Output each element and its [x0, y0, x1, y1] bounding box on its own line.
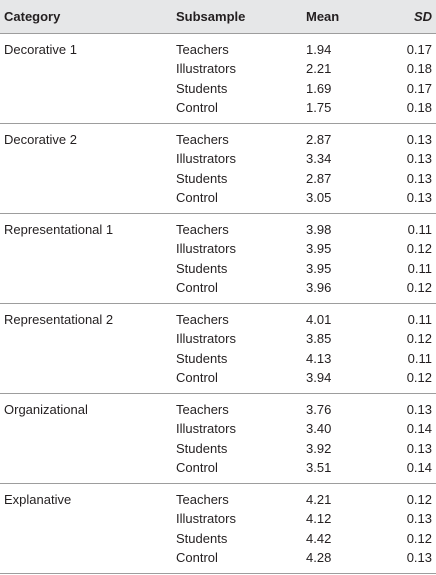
sd: 0.12: [406, 331, 432, 347]
mean: 4.12: [306, 511, 332, 527]
subsample: Illustrators: [176, 511, 236, 527]
mean: 2.87: [306, 170, 332, 186]
subsample: Students: [176, 80, 228, 96]
category: Organizational: [4, 402, 88, 417]
mean: 4.42: [306, 530, 332, 546]
sd: 0.12: [406, 530, 432, 546]
category: Representational 2: [4, 312, 114, 327]
mean: 3.51: [306, 459, 332, 475]
subsample: Students: [176, 440, 228, 456]
subsample: Illustrators: [176, 241, 236, 257]
subsample: Teachers: [176, 132, 229, 147]
sd: 0.13: [406, 511, 432, 527]
subsample: Teachers: [176, 222, 229, 237]
mean: 3.95: [306, 241, 332, 257]
category: Representational 1: [4, 222, 114, 237]
subsample: Illustrators: [176, 151, 236, 167]
sd: 0.17: [406, 42, 432, 57]
sd: 0.13: [406, 132, 432, 147]
subsample: Control: [176, 459, 218, 475]
subsample: Teachers: [176, 492, 229, 507]
mean: 3.34: [306, 151, 332, 167]
header-cell: Category: [4, 9, 61, 24]
subsample: Students: [176, 170, 228, 186]
mean: 3.05: [306, 189, 332, 205]
mean: 1.94: [306, 42, 332, 57]
mean: 3.98: [306, 222, 332, 237]
mean: 2.21: [306, 61, 332, 77]
subsample: Control: [176, 99, 218, 115]
subsample: Control: [176, 189, 218, 205]
sd: 0.17: [406, 80, 432, 96]
mean: 4.28: [306, 549, 332, 565]
subsample: Illustrators: [176, 421, 236, 437]
mean: 1.75: [306, 99, 332, 115]
sd: 0.13: [406, 440, 432, 456]
mean: 2.87: [306, 132, 332, 147]
separator: [0, 123, 436, 124]
mean: 3.85: [306, 331, 332, 347]
header-cell: Subsample: [176, 9, 246, 24]
separator: [0, 573, 436, 574]
subsample: Illustrators: [176, 61, 236, 77]
mean: 3.40: [306, 421, 332, 437]
mean: 3.95: [306, 260, 332, 276]
separator: [0, 33, 436, 34]
sd: 0.12: [406, 369, 432, 385]
category: Decorative 2: [4, 132, 77, 147]
sd: 0.14: [406, 459, 432, 475]
header-cell: Mean: [306, 9, 340, 24]
sd: 0.13: [406, 402, 432, 417]
separator: [0, 213, 436, 214]
mean: 1.69: [306, 80, 332, 96]
subsample: Students: [176, 350, 228, 366]
sd: 0.13: [406, 189, 432, 205]
sd: 0.12: [406, 492, 432, 507]
subsample: Teachers: [176, 312, 229, 327]
subsample: Control: [176, 279, 218, 295]
header-cell: SD: [413, 9, 432, 24]
mean: 3.92: [306, 440, 332, 456]
category: Decorative 1: [4, 42, 77, 57]
subsample: Control: [176, 549, 218, 565]
sd: 0.11: [407, 350, 432, 366]
sd: 0.13: [406, 151, 432, 167]
subsample: Control: [176, 369, 218, 385]
sd: 0.13: [406, 170, 432, 186]
sd: 0.12: [406, 279, 432, 295]
separator: [0, 483, 436, 484]
separator: [0, 303, 436, 304]
subsample: Students: [176, 260, 228, 276]
sd: 0.18: [406, 99, 432, 115]
sd: 0.18: [406, 61, 432, 77]
mean: 3.94: [306, 369, 332, 385]
sd: 0.13: [406, 549, 432, 565]
category: Explanative: [4, 492, 72, 507]
subsample: Illustrators: [176, 331, 236, 347]
subsample: Teachers: [176, 402, 229, 417]
sd: 0.11: [407, 312, 432, 327]
mean: 4.13: [306, 350, 332, 366]
sd: 0.11: [407, 222, 432, 237]
mean: 3.96: [306, 279, 332, 295]
mean: 4.21: [306, 492, 332, 507]
mean: 4.01: [306, 312, 332, 327]
header-row: [0, 0, 436, 33]
sd: 0.11: [407, 260, 432, 276]
sd: 0.12: [406, 241, 432, 257]
mean: 3.76: [306, 402, 332, 417]
sd: 0.14: [406, 421, 432, 437]
subsample: Students: [176, 530, 228, 546]
separator: [0, 393, 436, 394]
subsample: Teachers: [176, 42, 229, 57]
